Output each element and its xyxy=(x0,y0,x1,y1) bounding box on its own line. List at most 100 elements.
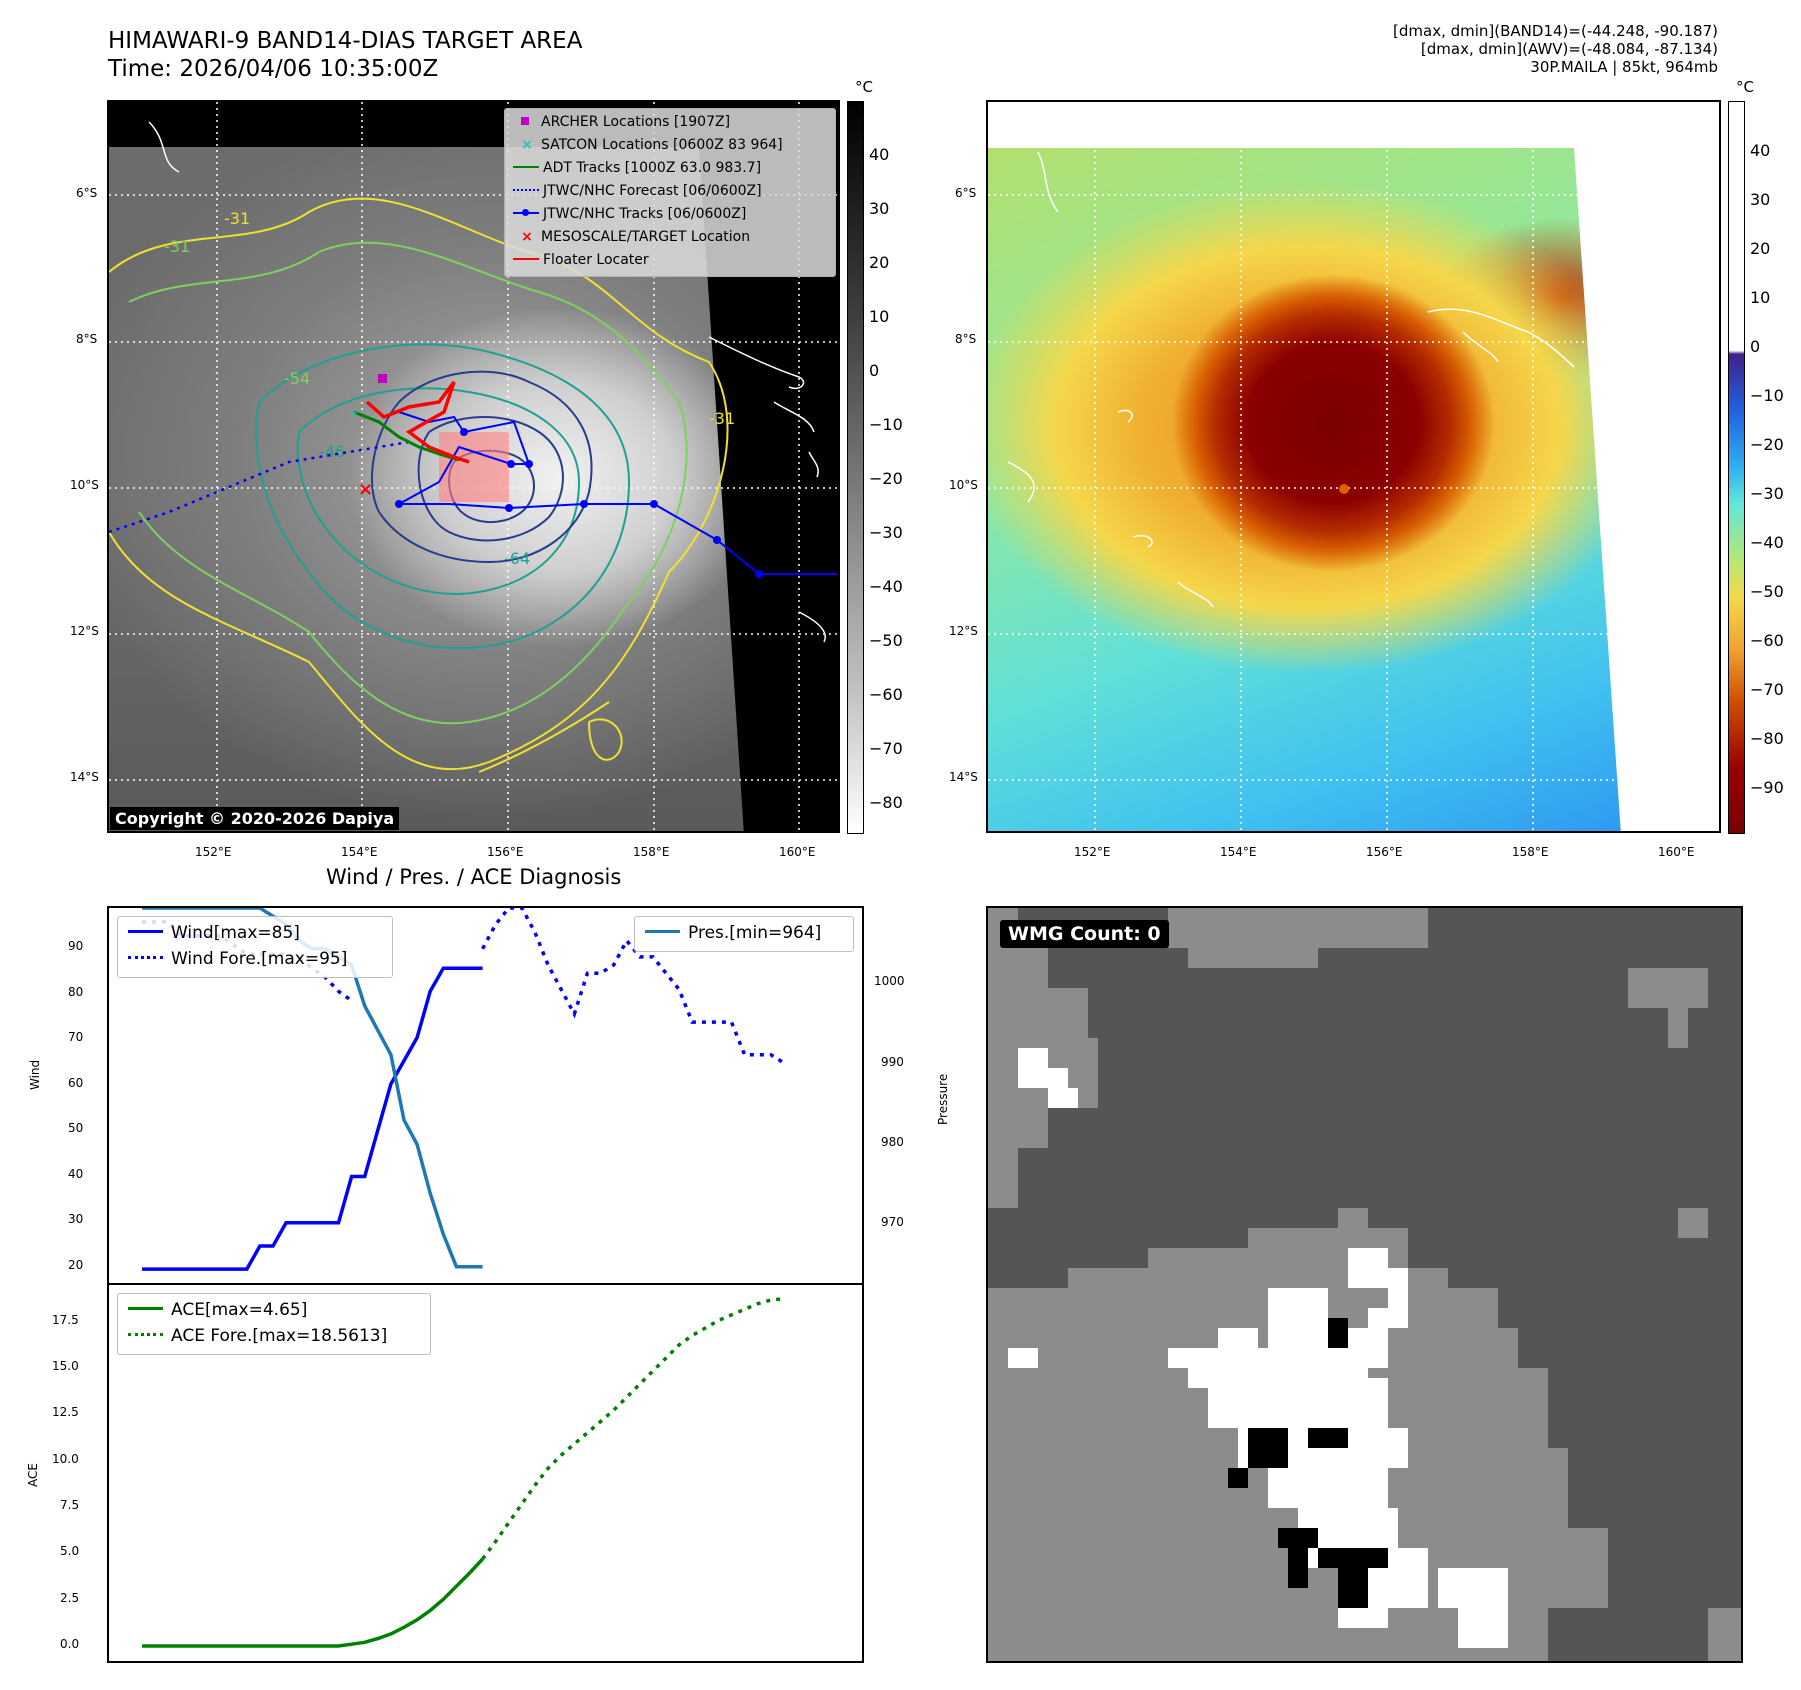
target-box xyxy=(439,432,509,502)
ir-colorbar-tick: 10 xyxy=(869,307,890,326)
contour-label: -31 xyxy=(224,209,250,228)
contour-label: -31 xyxy=(164,237,190,256)
legend-item-wind: Wind[max=85] xyxy=(128,923,300,943)
awv-map-panel xyxy=(986,100,1721,833)
awv-lat-label: 10°S xyxy=(949,478,978,492)
awv-lon-label: 158°E xyxy=(1512,845,1549,859)
awv-colorbar-tick: −50 xyxy=(1750,582,1784,601)
wmg-black-regions xyxy=(1228,1318,1388,1608)
ace-forecast-line xyxy=(481,1297,785,1561)
awv-colorbar-unit: °C xyxy=(1736,78,1754,96)
ir-lon-label: 152°E xyxy=(195,845,232,859)
ir-lat-label: 8°S xyxy=(76,332,98,346)
ir-lon-label: 158°E xyxy=(633,845,670,859)
ir-colorbar-tick: −20 xyxy=(869,469,903,488)
legend-adt-line xyxy=(513,166,539,168)
legend-jtwc-tracks-line xyxy=(513,209,539,216)
ir-lat-label: 12°S xyxy=(70,624,99,638)
archer-marker xyxy=(378,374,387,383)
wmg-count-badge: WMG Count: 0 xyxy=(1000,920,1169,948)
awv-lat-label: 14°S xyxy=(949,770,978,784)
legend-item-archer: ARCHER Locations [1907Z] xyxy=(513,114,730,130)
legend-label: SATCON Locations [0600Z 83 964] xyxy=(541,137,783,153)
awv-lat-label: 6°S xyxy=(955,186,977,200)
ir-colorbar-tick: −50 xyxy=(869,631,903,650)
legend-item-ace: ACE[max=4.65] xyxy=(128,1300,307,1320)
ir-colorbar-tick: −70 xyxy=(869,739,903,758)
ace-axis-tick: 5.0 xyxy=(60,1544,80,1558)
ir-contour-labels: -31 -31 -54 -46 -64 -31 xyxy=(164,209,735,568)
legend-wind-fore-line xyxy=(128,956,163,959)
legend-label: Wind[max=85] xyxy=(171,923,300,943)
ace-plot: ACE[max=4.65] ACE Fore.[max=18.5613] xyxy=(107,1283,864,1663)
adt-track-line xyxy=(353,410,460,462)
wind-pressure-plot: Wind[max=85] Wind Fore.[max=95] Pres.[mi… xyxy=(107,906,864,1285)
main-title: HIMAWARI-9 BAND14-DIAS TARGET AREA Time:… xyxy=(108,27,582,83)
awv-image xyxy=(988,148,1621,831)
ace-axis-label: ACE xyxy=(26,1463,40,1487)
ace-legend: ACE[max=4.65] ACE Fore.[max=18.5613] xyxy=(117,1293,431,1355)
ir-lon-label: 154°E xyxy=(341,845,378,859)
ir-colorbar-tick: 0 xyxy=(869,361,880,380)
legend-item-satcon: × SATCON Locations [0600Z 83 964] xyxy=(513,137,783,153)
legend-label: ACE Fore.[max=18.5613] xyxy=(171,1326,388,1346)
ace-axis-tick: 12.5 xyxy=(52,1405,79,1419)
ir-contours xyxy=(109,197,729,773)
awv-lon-label: 154°E xyxy=(1220,845,1257,859)
contour-label: -64 xyxy=(504,549,530,568)
jtwc-track-line xyxy=(398,411,838,575)
legend-satcon-x: × xyxy=(521,137,533,153)
awv-colorbar xyxy=(1728,101,1745,834)
ir-lat-label: 6°S xyxy=(76,186,98,200)
ir-lat-label: 14°S xyxy=(70,770,99,784)
legend-archer-square xyxy=(521,117,529,125)
info-line-2: [dmax, dmin](AWV)=(-48.084, -87.134) xyxy=(1420,40,1718,58)
floater-locater-line xyxy=(365,380,470,464)
wmg-panel: WMG Count: 0 xyxy=(986,906,1743,1663)
legend-item-jtwc-tracks: JTWC/NHC Tracks [06/0600Z] xyxy=(513,206,746,222)
wind-legend: Wind[max=85] Wind Fore.[max=95] xyxy=(117,916,393,978)
awv-lat-label: 12°S xyxy=(949,624,978,638)
wind-axis-tick: 30 xyxy=(68,1212,84,1226)
target-marker: × xyxy=(358,479,373,500)
ace-axis-tick: 10.0 xyxy=(52,1452,79,1466)
awv-lat-label: 8°S xyxy=(955,332,977,346)
contour-label: -46 xyxy=(319,442,345,461)
ir-legend: ARCHER Locations [1907Z] × SATCON Locatio… xyxy=(504,108,836,277)
pressure-axis-tick: 980 xyxy=(881,1135,904,1149)
awv-colorbar-tick: 10 xyxy=(1750,288,1771,307)
ir-map-overlay: -31 -31 -54 -46 -64 -31 × × xyxy=(109,102,838,831)
legend-wind-line xyxy=(128,930,163,933)
title-line-1: HIMAWARI-9 BAND14-DIAS TARGET AREA xyxy=(108,28,583,54)
ir-colorbar-tick: 20 xyxy=(869,253,890,272)
contour-label: -54 xyxy=(284,369,310,388)
awv-colorbar-tick: −90 xyxy=(1750,778,1784,797)
pressure-axis-tick: 990 xyxy=(881,1055,904,1069)
ir-colorbar-tick: −30 xyxy=(869,523,903,542)
ir-lon-label: 160°E xyxy=(779,845,816,859)
wind-axis-label: Wind xyxy=(28,1059,42,1090)
legend-label: MESOSCALE/TARGET Location xyxy=(541,229,751,245)
ir-colorbar-tick: −40 xyxy=(869,577,903,596)
info-line-1: [dmax, dmin](BAND14)=(-44.248, -90.187) xyxy=(1393,22,1718,40)
legend-target-x: × xyxy=(521,229,533,245)
ace-line xyxy=(142,1557,484,1648)
awv-colorbar-tick: 0 xyxy=(1750,337,1761,356)
jtwc-forecast-line xyxy=(109,440,410,534)
awv-colorbar-tick: −80 xyxy=(1750,729,1784,748)
awv-colorbar-tick: 40 xyxy=(1750,141,1771,160)
contour-label: -31 xyxy=(709,409,735,428)
ir-colorbar-tick: −80 xyxy=(869,793,903,812)
legend-item-target: × MESOSCALE/TARGET Location xyxy=(513,229,750,245)
awv-colorbar-tick: 20 xyxy=(1750,239,1771,258)
ir-coastlines xyxy=(148,121,826,643)
awv-colorbar-tick: −70 xyxy=(1750,680,1784,699)
wind-line xyxy=(142,966,483,1271)
legend-item-ace-fore: ACE Fore.[max=18.5613] xyxy=(128,1326,387,1346)
ir-lon-label: 156°E xyxy=(487,845,524,859)
awv-map-overlay xyxy=(988,102,1719,831)
legend-item-adt: ADT Tracks [1000Z 63.0 983.7] xyxy=(513,160,761,176)
awv-lon-label: 160°E xyxy=(1658,845,1695,859)
wind-axis-tick: 60 xyxy=(68,1076,84,1090)
ir-colorbar xyxy=(847,101,864,834)
